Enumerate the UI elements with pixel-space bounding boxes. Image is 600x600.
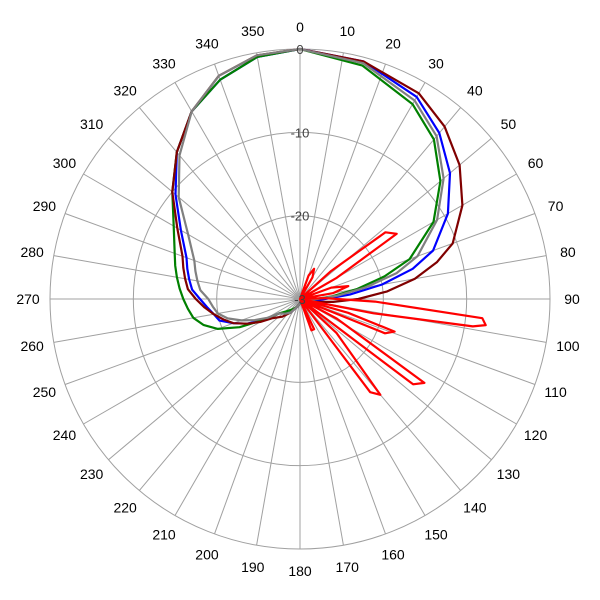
angle-tick-label-320: 320 (113, 83, 137, 99)
angle-tick-label-150: 150 (424, 527, 448, 543)
grid-spoke-20 (299, 63, 386, 300)
series-line-3 (177, 47, 445, 322)
grid-spoke-310 (108, 137, 301, 300)
grid-spoke-110 (299, 298, 536, 385)
angle-tick-label-160: 160 (381, 547, 405, 563)
angle-tick-label-0: 0 (296, 19, 304, 35)
grid-spoke-30 (299, 82, 426, 300)
angle-tick-label-260: 260 (20, 338, 44, 354)
angle-tick-label-50: 50 (501, 116, 517, 132)
angle-tick-label-250: 250 (33, 384, 57, 400)
grid-spoke-300 (83, 173, 301, 300)
angle-tick-label-270: 270 (16, 291, 40, 307)
radial-tick-label-1: -10 (291, 125, 310, 140)
grid-spoke-160 (299, 298, 386, 535)
series-lines (171, 47, 487, 396)
angle-tick-label-40: 40 (467, 83, 483, 99)
grid-spoke-10 (299, 52, 344, 300)
angle-tick-label-20: 20 (385, 35, 401, 51)
angle-tick-label-340: 340 (195, 35, 219, 51)
angle-tick-label-180: 180 (288, 563, 312, 579)
grid-spoke-230 (108, 298, 301, 461)
angle-tick-label-60: 60 (528, 155, 544, 171)
angle-tick-label-350: 350 (241, 23, 265, 39)
angle-tick-label-30: 30 (428, 55, 444, 71)
radial-tick-label-3: -3 (294, 292, 306, 307)
radial-tick-label-2: -20 (291, 209, 310, 224)
angle-tick-label-210: 210 (152, 527, 176, 543)
grid-spoke-80 (299, 255, 547, 300)
radial-tick-label-0: 0 (296, 42, 303, 57)
grid-spoke-150 (299, 298, 426, 516)
angle-tick-label-70: 70 (548, 198, 564, 214)
angle-tick-label-140: 140 (463, 499, 487, 515)
angle-tick-label-330: 330 (152, 55, 176, 71)
series-line-4 (298, 231, 487, 396)
angle-tick-label-240: 240 (53, 427, 77, 443)
angle-tick-label-90: 90 (564, 291, 580, 307)
angle-tick-labels: 0 10 20 30 40 50 60 70 80 90 100 110 120 130 140 150 160… (16, 19, 580, 579)
angle-tick-label-80: 80 (560, 244, 576, 260)
grid-spoke-200 (214, 298, 301, 535)
angle-tick-label-170: 170 (336, 559, 360, 575)
grid-spoke-250 (64, 298, 301, 385)
angle-tick-label-220: 220 (113, 499, 137, 515)
angle-tick-label-10: 10 (339, 23, 355, 39)
angle-tick-label-300: 300 (53, 155, 77, 171)
polar-grid (49, 48, 551, 550)
angle-tick-label-310: 310 (80, 116, 104, 132)
angle-tick-label-280: 280 (20, 244, 44, 260)
grid-spoke-320 (138, 107, 301, 300)
grid-spoke-190 (256, 298, 301, 546)
radial-tick-labels: 0 -10 -20 -3 (291, 42, 310, 307)
grid-spoke-340 (214, 63, 301, 300)
grid-spoke-220 (138, 298, 301, 491)
grid-spoke-130 (299, 298, 492, 461)
grid-spoke-260 (53, 298, 301, 343)
angle-tick-label-100: 100 (556, 338, 580, 354)
grid-spoke-170 (299, 298, 344, 546)
angle-tick-label-120: 120 (524, 427, 548, 443)
angle-tick-label-130: 130 (497, 466, 521, 482)
angle-tick-label-290: 290 (33, 198, 57, 214)
angle-tick-label-230: 230 (80, 466, 104, 482)
series-line-2 (171, 47, 464, 325)
grid-spoke-350 (256, 52, 301, 300)
angle-tick-label-110: 110 (544, 384, 567, 400)
angle-tick-label-200: 200 (195, 547, 219, 563)
grid-spoke-210 (174, 298, 301, 516)
grid-spoke-330 (174, 82, 301, 300)
angle-tick-label-190: 190 (241, 559, 265, 575)
grid-spoke-120 (299, 298, 517, 425)
